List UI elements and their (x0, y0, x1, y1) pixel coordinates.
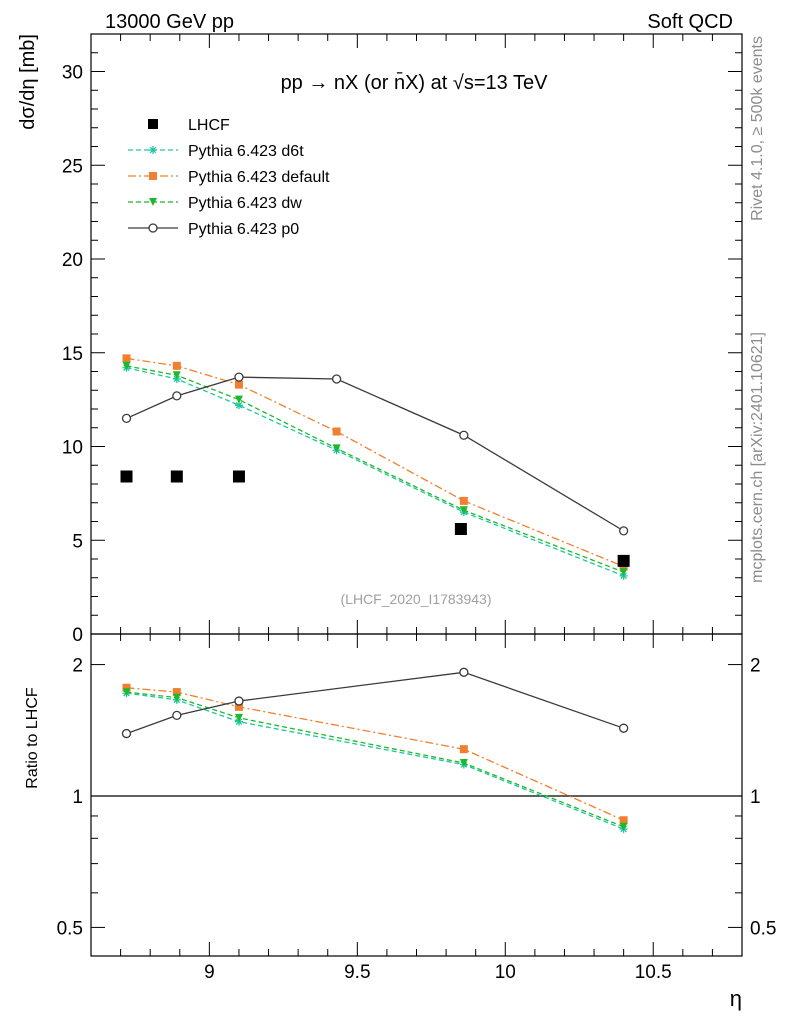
main-line-pythia-6-423-p0 (126, 376, 624, 532)
legend-label-lhcf: LHCF (188, 117, 230, 134)
main-point-pythia-6-423-p0 (234, 372, 244, 382)
main-y-tick-label: 25 (62, 156, 83, 177)
ratio-point-pythia-6-423-dw (619, 822, 628, 831)
ratio-y-tick-label-left: 0.5 (57, 918, 83, 939)
legend-label-pythia-6-423-dw: Pythia 6.423 dw (188, 195, 302, 212)
ratio-point-pythia-6-423-dw (459, 759, 468, 768)
main-point-pythia-6-423-dw (459, 506, 468, 515)
legend-marker-pythia-6-423-default (149, 172, 157, 180)
side-label-top: Rivet 4.1.0, ≥ 500k events (749, 36, 766, 221)
x-tick-label: 10 (495, 962, 516, 983)
series-layer (120, 354, 630, 834)
legend-label-pythia-6-423-p0: Pythia 6.423 p0 (188, 221, 299, 238)
ratio-point-pythia-6-423-p0 (121, 728, 132, 739)
x-axis-label: η (730, 986, 742, 1011)
star-stroke (149, 146, 157, 154)
main-y-tick-label: 20 (62, 250, 83, 271)
main-panel: 0 5 10 15 20 25 30 (62, 33, 743, 646)
legend-marker-pythia-6-423-d6t (149, 146, 157, 154)
main-y-tick-label: 30 (62, 63, 83, 84)
legend-marker-pythia-6-423-dw (149, 198, 157, 206)
ratio-panel: 9 9.5 10 10.5 0.5 0.5 1 1 2 2 (57, 634, 776, 983)
main-ylabel: dσ/dη [mb] (17, 34, 39, 130)
ratio-ylabel: Ratio to LHCF (24, 687, 41, 789)
side-label-bottom: mcplots.cern.ch [arXiv:2401.10621] (749, 332, 766, 583)
plot-title: pp → nX (or n̄X) at √s=13 TeV (281, 71, 549, 94)
ratio-y-tick-label-left: 1 (72, 787, 83, 808)
ratio-point-pythia-6-423-default (459, 745, 468, 754)
legend-label-pythia-6-423-default: Pythia 6.423 default (188, 169, 330, 186)
main-point-pythia-6-423-default (172, 361, 181, 370)
main-point-pythia-6-423-dw (122, 361, 131, 370)
legend-marker-pythia-6-423-p0 (148, 223, 158, 233)
x-tick-label: 9 (204, 962, 215, 983)
main-point-pythia-6-423-default (332, 427, 341, 436)
x-tick-label: 9.5 (344, 962, 370, 983)
main-point-pythia-6-423-dw (234, 395, 243, 404)
ratio-y-tick-label-right: 1 (750, 787, 761, 808)
main-point-lhcf (232, 470, 245, 483)
legend-marker-lhcf (148, 119, 158, 129)
ratio-point-pythia-6-423-default (122, 683, 131, 692)
ratio-point-pythia-6-423-p0 (459, 667, 469, 677)
legend: LHCF Pythia 6.423 d6t Pythia 6.423 default… (128, 117, 330, 238)
legend-label-pythia-6-423-d6t: Pythia 6.423 d6t (188, 143, 304, 160)
ratio-point-pythia-6-423-dw (122, 688, 131, 697)
main-point-pythia-6-423-dw (172, 371, 181, 380)
main-point-pythia-6-423-p0 (331, 374, 342, 384)
main-point-pythia-6-423-dw (619, 568, 628, 577)
main-line-pythia-6-423-d6t (126, 367, 624, 577)
ratio-point-pythia-6-423-p0 (234, 696, 244, 706)
main-point-pythia-6-423-default (459, 496, 468, 505)
ratio-point-pythia-6-423-default (172, 688, 181, 697)
main-y-tick-label: 5 (72, 531, 83, 552)
ratio-point-pythia-6-423-default (234, 702, 243, 711)
ratio-frame (90, 633, 743, 957)
main-point-lhcf (454, 523, 467, 535)
header-right: Soft QCD (647, 11, 733, 33)
main-point-pythia-6-423-default (122, 354, 131, 363)
ratio-y-tick-label-right: 0.5 (750, 918, 776, 939)
main-y-tick-label: 15 (62, 344, 83, 365)
main-point-pythia-6-423-p0 (172, 391, 182, 401)
ratio-y-tick-label-left: 2 (72, 656, 83, 677)
main-point-pythia-6-423-p0 (618, 526, 629, 536)
main-point-pythia-6-423-p0 (121, 413, 132, 424)
x-tick-label: 10.5 (635, 962, 672, 983)
main-point-pythia-6-423-p0 (459, 430, 469, 440)
ratio-y-tick-label-right: 2 (750, 656, 761, 677)
ratio-point-pythia-6-423-dw (172, 693, 181, 702)
star-stroke (235, 401, 243, 409)
header-left: 13000 GeV pp (105, 11, 234, 33)
main-y-tick-label: 0 (72, 625, 83, 646)
ratio-point-pythia-6-423-p0 (172, 710, 182, 721)
ratio-point-pythia-6-423-default (619, 816, 628, 825)
main-point-lhcf (120, 470, 133, 483)
main-point-pythia-6-423-dw (332, 444, 341, 453)
main-point-pythia-6-423-d6t (234, 401, 243, 410)
ratio-point-pythia-6-423-p0 (618, 723, 629, 733)
main-line-pythia-6-423-dw (126, 365, 624, 573)
main-y-tick-label: 10 (62, 438, 83, 459)
main-point-lhcf (170, 470, 183, 483)
main-point-pythia-6-423-default (234, 380, 243, 389)
analysis-watermark: (LHCF_2020_I1783943) (341, 591, 492, 607)
main-point-lhcf (617, 554, 630, 567)
ratio-point-pythia-6-423-dw (234, 713, 243, 722)
